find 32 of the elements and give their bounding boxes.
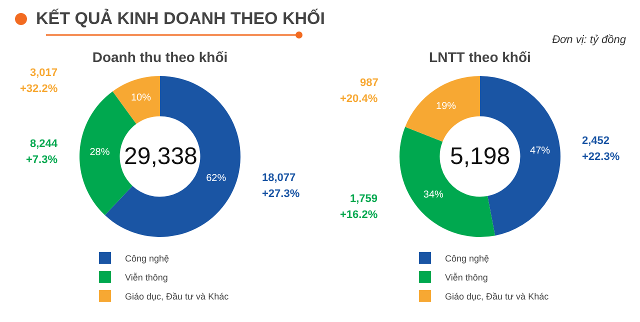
chart-title: LNTT theo khối [429, 49, 531, 66]
donut-slice [405, 76, 480, 142]
text: 2,452 [582, 135, 610, 147]
legend-label: Viễn thông [445, 272, 488, 282]
data-label: 47% [530, 145, 550, 156]
data-label: 62% [206, 173, 226, 184]
donut-slice [112, 76, 160, 124]
data-label: 19% [436, 101, 456, 112]
text: 18,077 [262, 172, 296, 184]
text: +22.3% [582, 151, 620, 163]
text: KẾT QUẢ KINH DOANH THEO KHỐI [36, 9, 325, 29]
text: +7.3% [26, 154, 58, 166]
text: +32.2% [20, 83, 58, 95]
text: 1,759 [350, 193, 378, 205]
legend-label: Công nghệ [125, 253, 170, 264]
text: +16.2% [340, 209, 378, 221]
text: +27.3% [262, 188, 300, 200]
chart-title: Doanh thu theo khối [92, 49, 228, 66]
data-label: 28% [90, 147, 110, 158]
text: Đơn vị: tỷ đồng [552, 34, 626, 46]
data-label: 10% [130, 92, 152, 104]
text: 8,244 [30, 138, 58, 150]
data-label: 34% [423, 189, 444, 200]
text: 987 [360, 77, 378, 89]
text: 29,338 [124, 143, 198, 170]
text: 5,198 [450, 143, 510, 170]
legend-label: Công nghệ [445, 253, 490, 264]
text: 3,017 [30, 67, 58, 79]
legend-label: Giáo dục, Đầu tư và Khác [445, 291, 550, 302]
legend-label: Viễn thông [125, 272, 168, 282]
legend-label: Giáo dục, Đầu tư và Khác [125, 291, 230, 302]
text: +20.4% [340, 93, 378, 105]
